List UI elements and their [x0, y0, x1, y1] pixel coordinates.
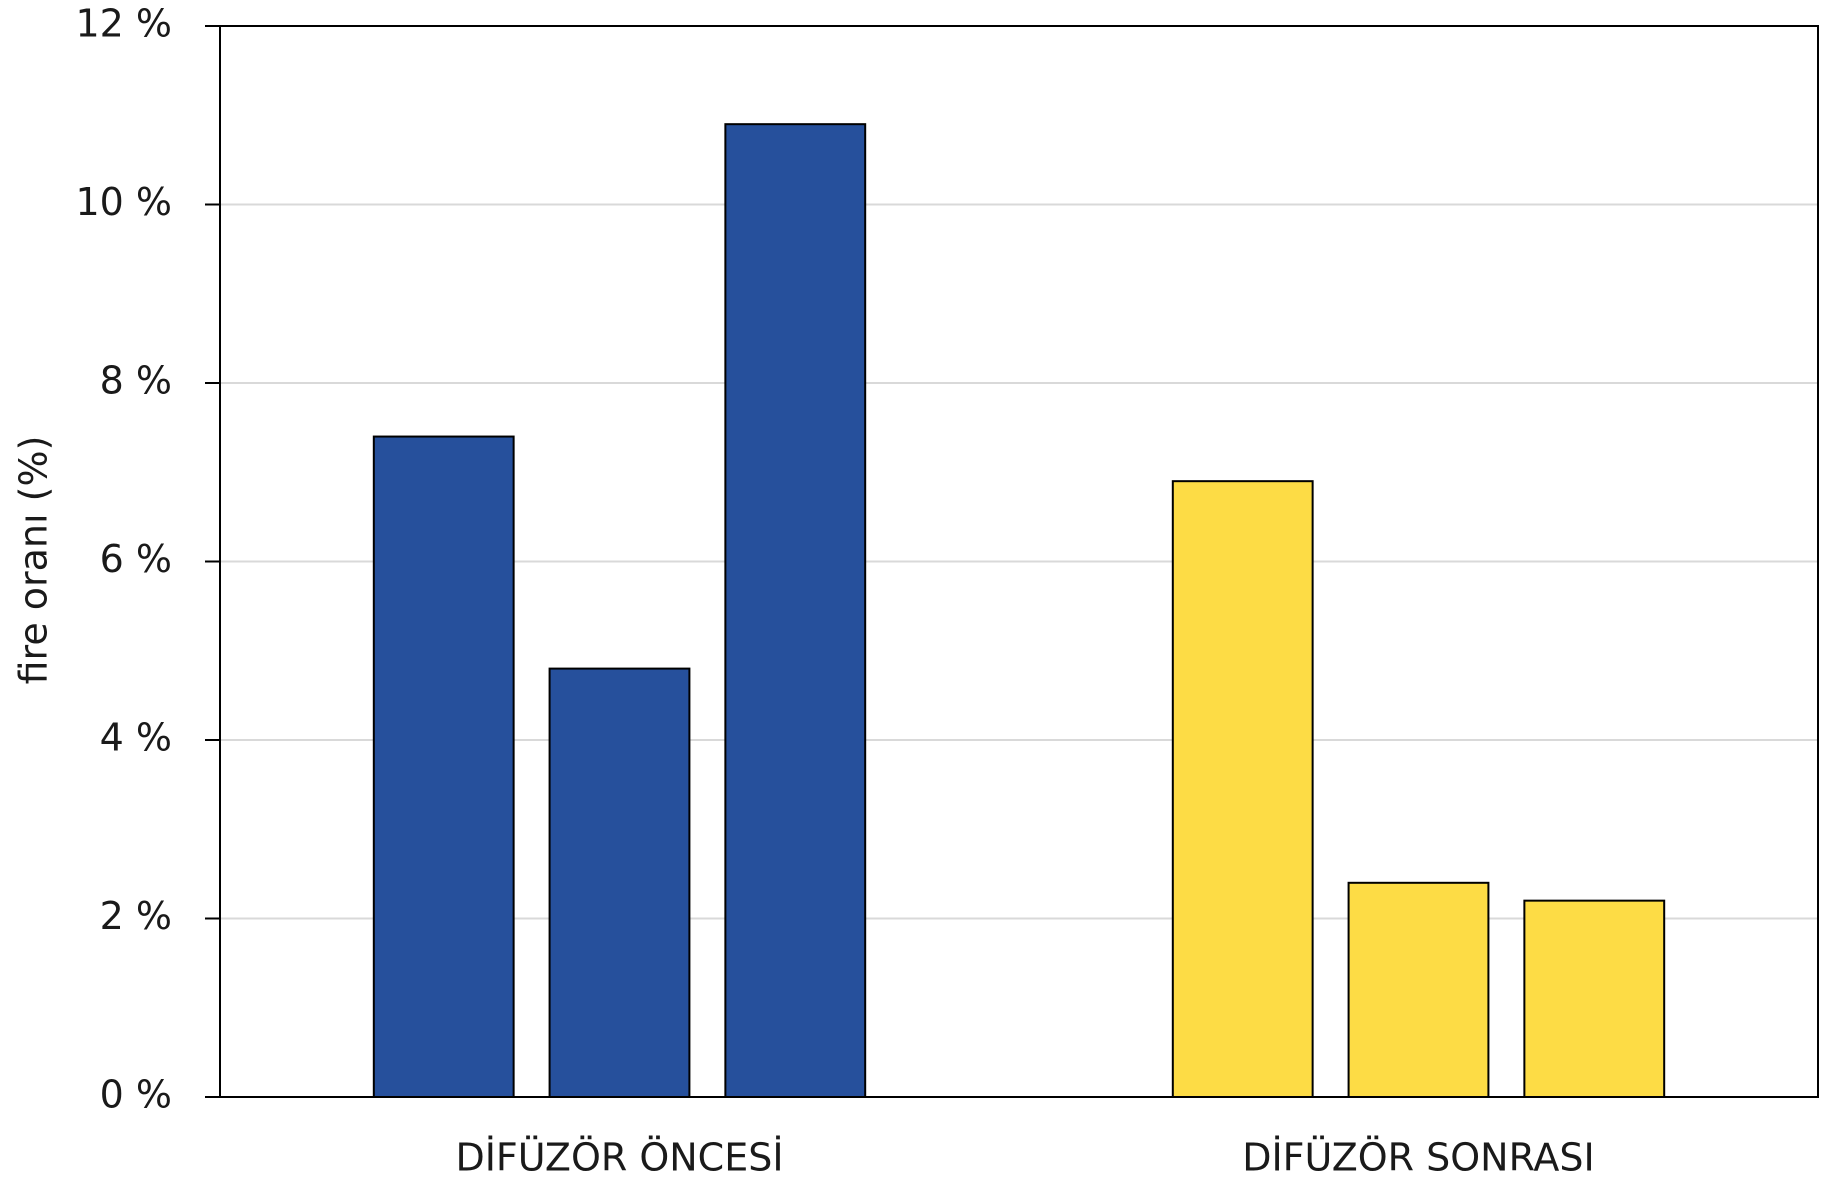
y-tick-label: 8 %: [100, 359, 172, 403]
plot-frame: [219, 25, 1819, 1098]
bar: [1523, 899, 1666, 1099]
bar: [548, 667, 691, 1098]
x-tick-label: DİFÜZÖR SONRASI: [1242, 1136, 1595, 1180]
bar: [1171, 480, 1314, 1098]
y-tick-label: 12 %: [75, 2, 172, 46]
bar: [724, 123, 867, 1099]
bar: [372, 435, 515, 1098]
bar: [1347, 881, 1490, 1098]
y-tick-label: 2 %: [100, 894, 172, 938]
y-tick-label: 4 %: [100, 716, 172, 760]
y-axis-label: fire oranı (%): [12, 436, 56, 685]
y-tick-label: 6 %: [100, 537, 172, 581]
y-tick-label: 10 %: [75, 180, 172, 224]
x-tick-label: DİFÜZÖR ÖNCESİ: [455, 1136, 783, 1180]
y-tick-label: 0 %: [100, 1073, 172, 1117]
